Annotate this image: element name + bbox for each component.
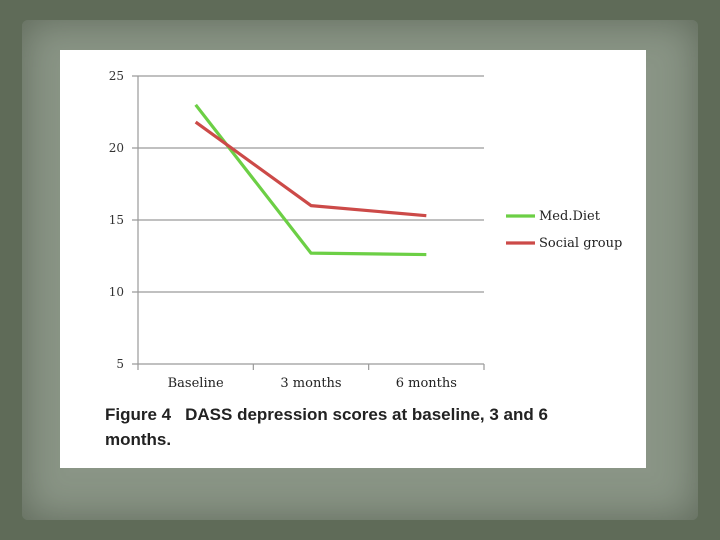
x-tick-label: Baseline — [168, 376, 224, 391]
y-tick-label: 20 — [109, 141, 124, 155]
x-tick-labels: Baseline 3 months 6 months — [168, 376, 457, 391]
chart-card — [60, 50, 646, 468]
y-tick-label: 15 — [109, 213, 124, 227]
series-line-1 — [194, 120, 427, 218]
legend-label: Social group — [539, 236, 622, 251]
x-tick-label: 3 months — [280, 376, 341, 391]
series-line-0 — [194, 103, 427, 257]
y-tick-label: 10 — [109, 285, 124, 299]
figure-caption: Figure 4 DASS depression scores at baseli… — [105, 402, 605, 452]
legend: Med.Diet Social group — [506, 209, 622, 251]
y-tick-label: 25 — [109, 69, 124, 83]
y-tick-labels: 5 10 15 20 25 — [109, 69, 124, 371]
grid-lines — [132, 75, 485, 370]
x-tick-label: 6 months — [396, 376, 457, 391]
series-lines — [194, 103, 427, 257]
figure-caption-text: DASS depression scores at baseline, 3 an… — [105, 405, 548, 449]
legend-label: Med.Diet — [539, 209, 601, 224]
y-tick-label: 5 — [116, 357, 124, 371]
figure-number: Figure 4 — [105, 405, 172, 424]
